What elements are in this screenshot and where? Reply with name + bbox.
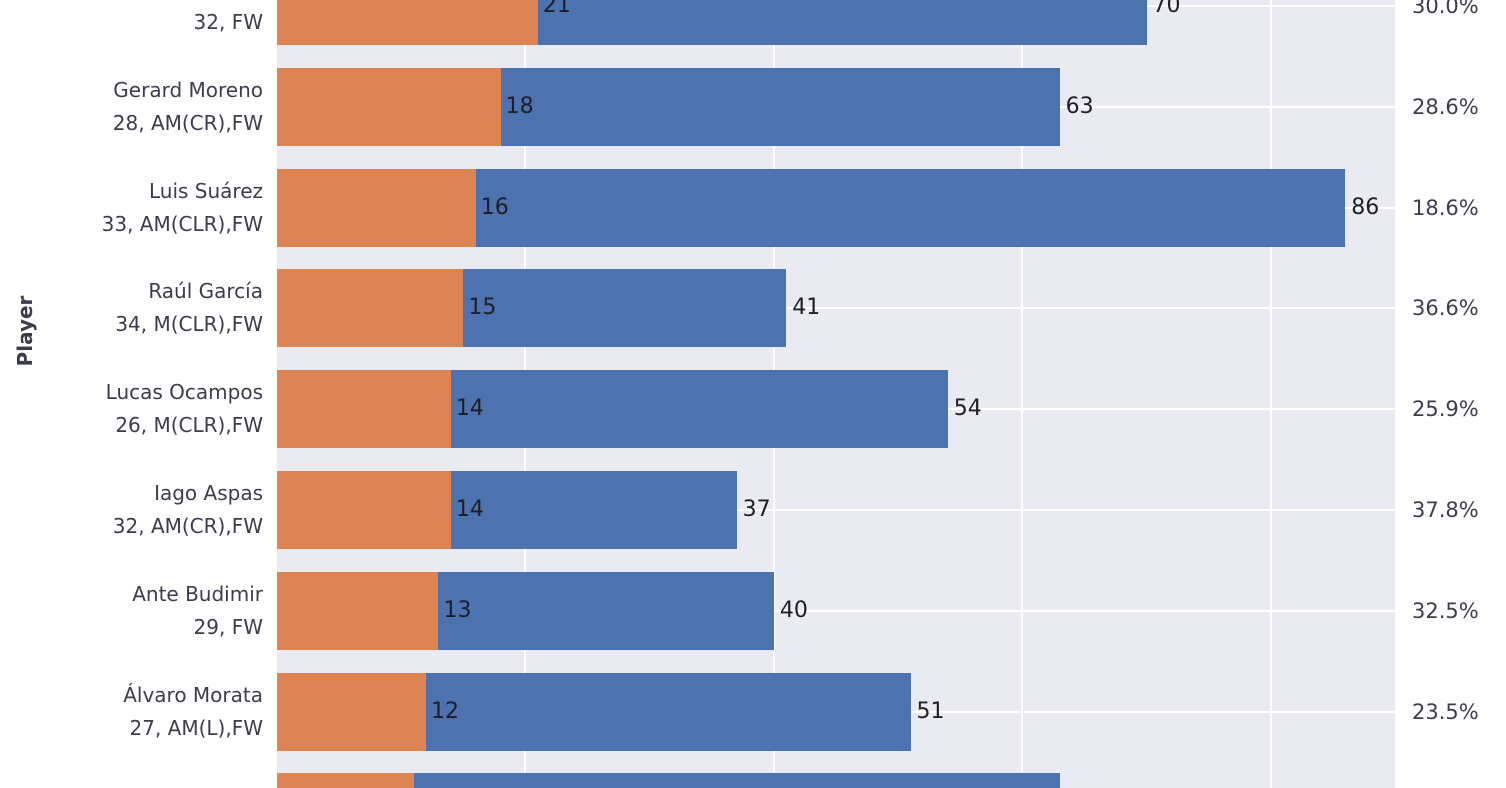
player-label: Gerard Moreno 28, AM(CR),FW	[0, 74, 263, 140]
percent-label: 25.9%	[1412, 397, 1479, 422]
bar-segment-a	[277, 269, 464, 348]
player-meta: 32, FW	[193, 10, 263, 34]
player-name: Luis Suárez	[148, 178, 263, 203]
bar-segment-a	[277, 672, 427, 751]
bar-segment-a	[277, 0, 538, 45]
percent-label: 30.0%	[1412, 0, 1479, 18]
player-meta: 29, FW	[193, 614, 263, 639]
player-name: Gerard Moreno	[113, 77, 263, 102]
y-gridline	[277, 307, 1395, 310]
bar-segment-a	[277, 370, 451, 449]
player-meta: 33, AM(CLR),FW	[101, 211, 263, 236]
player-label: Raúl García 34, M(CLR),FW	[0, 275, 263, 341]
bar-value-label-b: 63	[1065, 93, 1094, 119]
player-label: Ante Budimir 29, FW	[0, 578, 263, 644]
player-label: Karim Benzema 32, FW	[0, 0, 263, 39]
bar-segment-b	[475, 168, 1346, 247]
player-name: Raúl García	[148, 279, 263, 304]
y-gridline	[277, 609, 1395, 612]
bar-segment-b	[500, 67, 1060, 146]
bar-value-label-b: 41	[792, 295, 821, 321]
player-meta: 27, AM(L),FW	[129, 715, 264, 740]
bar-segment-b	[463, 269, 787, 348]
bar-segment-b	[450, 471, 737, 549]
bar-value-label-b: 86	[1351, 194, 1380, 220]
player-name: Iago Aspas	[154, 481, 263, 505]
bar-segment-a	[277, 168, 476, 247]
percent-label: 37.8%	[1412, 498, 1479, 522]
bar-value-label-b: 54	[953, 396, 982, 422]
bar-value-label-b: 40	[779, 597, 808, 623]
percent-label: 18.6%	[1412, 195, 1479, 220]
bar-segment-b	[450, 370, 948, 449]
percent-label: 23.5%	[1412, 699, 1479, 724]
bar-value-label-b: 37	[742, 497, 771, 522]
bar-segment-a	[277, 773, 414, 788]
bar-segment-a	[277, 571, 439, 650]
player-label: Lucas Ocampos 26, M(CLR),FW	[0, 376, 263, 442]
player-name: Ante Budimir	[132, 581, 263, 606]
player-meta: 28, AM(CR),FW	[112, 110, 263, 135]
player-name: Álvaro Morata	[123, 682, 263, 707]
bar-segment-b	[413, 773, 1060, 788]
bar-value-label-a: 15	[468, 295, 497, 321]
bar-segment-a	[277, 67, 501, 146]
player-meta: 32, AM(CR),FW	[112, 514, 263, 538]
plot-area: 217018631686154114541437134012511163	[277, 0, 1395, 788]
bar-segment-b	[426, 672, 911, 751]
bar-value-label-b: 70	[1152, 0, 1181, 18]
player-name: Karim Benzema	[0, 0, 263, 6]
player-label: Luis Suárez 33, AM(CLR),FW	[0, 175, 263, 241]
bar-value-label-b: 51	[916, 698, 945, 724]
percent-label: 28.6%	[1412, 94, 1479, 119]
bar-value-label-a: 13	[443, 597, 472, 623]
player-meta: 26, M(CLR),FW	[115, 413, 263, 438]
bar-value-label-a: 21	[542, 0, 571, 18]
bar-segment-b	[438, 571, 774, 650]
bar-value-label-a: 14	[455, 497, 484, 522]
bar-value-label-a: 14	[455, 396, 484, 422]
bar-value-label-a: 18	[505, 93, 534, 119]
percent-label: 32.5%	[1412, 598, 1479, 623]
percent-label: 36.6%	[1412, 296, 1479, 321]
player-label: Iago Aspas 32, AM(CR),FW	[0, 477, 263, 543]
bar-value-label-a: 16	[480, 194, 509, 220]
player-name: Lucas Ocampos	[105, 380, 263, 405]
x-gridline	[1269, 0, 1272, 788]
bar-segment-a	[277, 471, 451, 549]
y-gridline	[277, 509, 1395, 511]
player-meta: 34, M(CLR),FW	[115, 312, 263, 337]
player-label: Álvaro Morata 27, AM(L),FW	[0, 679, 263, 745]
bar-segment-b	[537, 0, 1147, 45]
bar-value-label-a: 12	[431, 698, 460, 724]
x-gridline	[1021, 0, 1024, 788]
